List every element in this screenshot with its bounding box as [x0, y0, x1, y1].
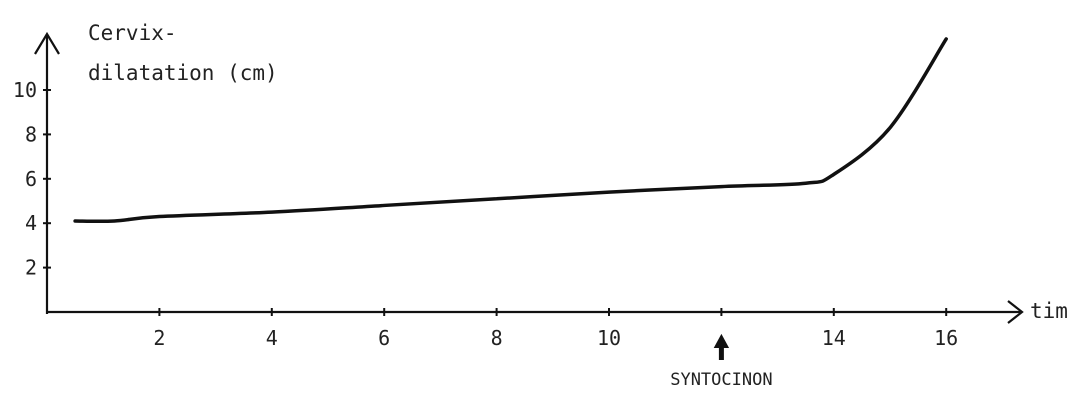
y-tick-label: 2: [25, 256, 37, 280]
syntocinon-annotation: SYNTOCINON: [670, 370, 772, 390]
y-axis-title-line-2: dilatation (cm): [88, 61, 278, 85]
x-tick-label: 16: [934, 326, 958, 350]
y-tick-label: 4: [25, 211, 37, 235]
x-axis-arrow: [1007, 300, 1024, 324]
x-tick-label: 10: [597, 326, 621, 350]
y-tick-label: 6: [25, 167, 37, 191]
x-tick-label: 14: [822, 326, 846, 350]
x-axis-title: tim: [1030, 299, 1068, 323]
syntocinon-arrow-icon: [713, 333, 730, 360]
x-tick-label: 4: [266, 326, 278, 350]
y-tick-label: 8: [25, 122, 37, 146]
cervix-dilatation-line: [73, 37, 948, 224]
x-tick-label: 8: [491, 326, 503, 350]
x-tick-label: 6: [378, 326, 390, 350]
y-tick-label: 10: [13, 78, 37, 102]
x-tick-label: 2: [153, 326, 165, 350]
y-axis-title-line-1: Cervix-: [88, 21, 177, 45]
y-axis-arrow: [34, 31, 60, 55]
x-ticks: 2 4 6 8 10 14 16: [153, 308, 958, 350]
y-ticks: 2 4 6 8 10: [13, 78, 51, 280]
